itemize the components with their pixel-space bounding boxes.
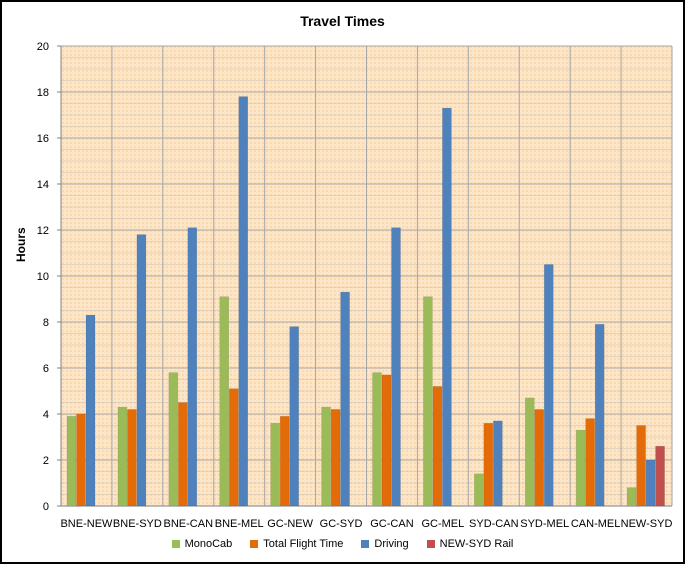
x-tick-label: SYD-CAN <box>469 518 519 530</box>
bar-monocab-gc-can <box>372 372 382 507</box>
y-tick-label: 2 <box>43 455 49 467</box>
bar-monocab-bne-mel <box>219 296 229 507</box>
bar-driving-gc-new <box>289 326 299 507</box>
x-tick-label: BNE-CAN <box>164 518 214 530</box>
bar-monocab-bne-syd <box>117 406 128 507</box>
bar-driving-bne-syd <box>136 234 147 507</box>
bar-driving-syd-can <box>493 420 503 507</box>
legend-item: Total Flight Time <box>250 538 343 550</box>
bar-driving-bne-new <box>85 314 96 507</box>
bar-driving-bne-can <box>187 227 198 507</box>
bar-driving-can-mel <box>594 324 605 507</box>
bar-monocab-new-syd <box>626 487 637 507</box>
y-tick-label: 20 <box>37 41 49 53</box>
bar-total-flight-time-bne-new <box>76 413 86 507</box>
y-tick-label: 12 <box>37 225 49 237</box>
bar-driving-new-syd <box>645 459 656 507</box>
bar-total-flight-time-syd-can <box>483 422 494 507</box>
bar-monocab-can-mel <box>575 429 586 507</box>
bar-total-flight-time-gc-new <box>279 416 290 507</box>
x-tick-label: GC-SYD <box>320 518 363 530</box>
x-tick-label: NEW-SYD <box>621 518 673 530</box>
bar-driving-gc-mel <box>442 107 452 507</box>
bar-total-flight-time-syd-mel <box>534 409 544 507</box>
legend-item: NEW-SYD Rail <box>426 538 514 550</box>
legend: MonoCab Total Flight Time Driving NEW-SYD R… <box>2 538 683 550</box>
bar-total-flight-time-gc-can <box>381 374 392 507</box>
y-axis-label: Hours <box>14 227 28 262</box>
y-tick-label: 10 <box>37 271 49 283</box>
bar-total-flight-time-can-mel <box>585 418 595 507</box>
bar-monocab-gc-mel <box>423 296 433 507</box>
legend-label: MonoCab <box>184 538 233 550</box>
bar-total-flight-time-new-syd <box>636 425 646 507</box>
bar-driving-syd-mel <box>544 264 554 507</box>
x-tick-label: BNE-SYD <box>113 518 162 530</box>
bar-monocab-gc-syd <box>321 406 331 507</box>
legend-label: Driving <box>374 538 409 550</box>
bar-total-flight-time-gc-mel <box>432 386 443 507</box>
y-tick-label: 0 <box>43 501 49 513</box>
legend-label: Total Flight Time <box>263 538 344 550</box>
bar-monocab-bne-new <box>66 416 77 507</box>
legend-swatch <box>361 540 370 548</box>
x-tick-label: GC-MEL <box>421 518 464 530</box>
chart-title: Travel Times <box>300 13 385 29</box>
bar-driving-gc-syd <box>340 291 350 507</box>
y-tick-label: 18 <box>37 87 49 99</box>
y-tick-label: 16 <box>37 133 49 145</box>
y-tick-label: 4 <box>43 409 49 421</box>
x-tick-label: SYD-MEL <box>520 518 569 530</box>
bar-total-flight-time-gc-syd <box>330 409 341 507</box>
x-tick-label: GC-CAN <box>370 518 413 530</box>
legend-item: MonoCab <box>171 538 233 550</box>
bar-new-syd-rail-new-syd <box>655 445 665 507</box>
y-tick-label: 14 <box>37 179 49 191</box>
bar-driving-gc-can <box>391 227 401 507</box>
legend-item: Driving <box>361 538 409 550</box>
x-tick-label: BNE-MEL <box>215 518 264 530</box>
legend-label: NEW-SYD Rail <box>439 538 514 550</box>
legend-swatch <box>250 540 259 548</box>
legend-swatch <box>426 540 435 548</box>
bar-monocab-syd-can <box>474 473 484 507</box>
y-tick-label: 8 <box>43 317 49 329</box>
bar-monocab-bne-can <box>168 372 179 507</box>
bar-total-flight-time-bne-syd <box>127 409 137 507</box>
legend-swatch <box>171 540 180 548</box>
x-tick-label: GC-NEW <box>267 518 313 530</box>
bar-monocab-gc-new <box>270 422 280 507</box>
bar-monocab-syd-mel <box>525 397 535 507</box>
x-tick-label: CAN-MEL <box>571 518 621 530</box>
bar-driving-bne-mel <box>238 96 248 507</box>
x-tick-label: BNE-NEW <box>60 518 113 530</box>
bar-total-flight-time-bne-can <box>178 402 188 507</box>
y-tick-label: 6 <box>43 363 49 375</box>
bar-total-flight-time-bne-mel <box>229 388 239 507</box>
